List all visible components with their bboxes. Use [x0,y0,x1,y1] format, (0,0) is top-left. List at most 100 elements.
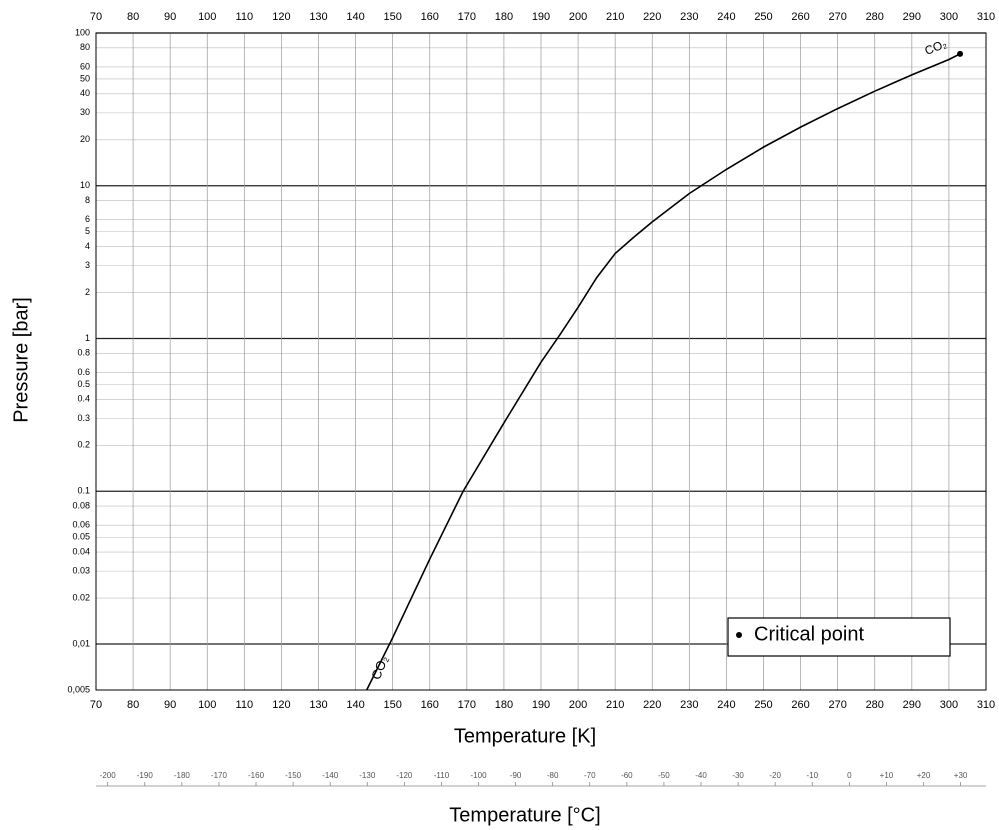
y-tick-label: 0.1 [77,486,90,496]
y-tick-label: 0.05 [72,532,90,542]
y-tick-label: 0.5 [77,379,90,389]
x2-tick-label: +30 [954,771,968,780]
x-tick-label: 80 [127,699,139,711]
x2-tick-label: -170 [211,771,228,780]
curve [365,53,961,691]
y-tick-label: 2 [85,287,90,297]
x-tick-label: 260 [791,699,809,711]
x-tick-label: 150 [383,699,401,711]
y-axis-title: Pressure [bar] [10,297,32,423]
x-tick-label: 170 [458,11,476,23]
y-tick-label: 0,005 [67,684,90,694]
x-tick-label: 220 [643,699,661,711]
x2-tick-label: -100 [471,771,488,780]
y-tick-label: 1 [85,333,90,343]
x2-tick-label: -30 [732,771,744,780]
x2-tick-label: -50 [658,771,670,780]
x2-tick-label: +10 [880,771,894,780]
y-tick-label: 0.6 [77,367,90,377]
y-tick-label: 0.4 [77,394,90,404]
x2-axis-title: Temperature [°C] [449,804,600,826]
x-tick-label: 240 [717,11,735,23]
x-tick-label: 230 [680,11,698,23]
legend-marker [736,632,742,638]
x-tick-label: 100 [198,11,216,23]
x-tick-label: 300 [940,11,958,23]
y-tick-label: 0,01 [72,638,90,648]
y-tick-label: 0.03 [72,566,90,576]
y-tick-label: 0.2 [77,440,90,450]
x2-tick-label: -70 [584,771,596,780]
x-tick-label: 260 [791,11,809,23]
legend-label: Critical point [754,623,864,645]
y-tick-label: 80 [80,42,90,52]
x-tick-label: 270 [828,11,846,23]
y-tick-label: 50 [80,73,90,83]
x-tick-label: 130 [309,11,327,23]
x2-tick-label: -90 [510,771,522,780]
x-tick-label: 310 [977,699,995,711]
x-tick-label: 110 [236,699,254,711]
y-tick-label: 4 [85,241,90,251]
x-tick-label: 140 [346,11,364,23]
x2-tick-label: -130 [359,771,376,780]
x-tick-label: 100 [198,699,216,711]
x-tick-label: 160 [421,699,439,711]
x-tick-label: 80 [127,11,139,23]
x2-tick-label: -60 [621,771,633,780]
y-tick-label: 6 [85,214,90,224]
y-tick-label: 40 [80,88,90,98]
x-tick-label: 150 [383,11,401,23]
x-tick-label: 180 [495,11,513,23]
x2-tick-label: -190 [137,771,154,780]
x2-tick-label: -160 [248,771,265,780]
x-tick-label: 250 [754,11,772,23]
x-tick-label: 220 [643,11,661,23]
x2-tick-label: -200 [100,771,117,780]
x-tick-label: 180 [495,699,513,711]
x-tick-label: 170 [458,699,476,711]
critical-point [957,50,964,57]
x2-tick-label: +20 [917,771,931,780]
x-tick-label: 160 [421,11,439,23]
y-tick-label: 3 [85,260,90,270]
x2-tick-label: -140 [322,771,339,780]
y-tick-label: 0.02 [72,592,90,602]
x-tick-label: 120 [272,11,290,23]
y-tick-label: 10 [80,180,90,190]
x-tick-label: 290 [903,699,921,711]
x2-tick-label: -180 [174,771,191,780]
x-tick-label: 270 [828,699,846,711]
y-tick-label: 100 [75,27,90,37]
x-tick-label: 310 [977,11,995,23]
x2-tick-label: -120 [396,771,413,780]
x-tick-label: 70 [90,11,102,23]
x2-tick-label: -40 [695,771,707,780]
x-tick-label: 110 [236,11,254,23]
x-tick-label: 230 [680,699,698,711]
x-tick-label: 280 [866,11,884,23]
x-tick-label: 190 [532,11,550,23]
x-tick-label: 130 [309,699,327,711]
x-tick-label: 240 [717,699,735,711]
x-tick-label: 210 [606,699,624,711]
x-axis-title: Temperature [K] [454,725,596,747]
y-tick-label: 8 [85,195,90,205]
x-tick-label: 210 [606,11,624,23]
y-tick-label: 60 [80,61,90,71]
y-tick-label: 30 [80,107,90,117]
y-tick-label: 0.3 [77,413,90,423]
x2-tick-label: -110 [434,771,450,780]
x-tick-label: 250 [754,699,772,711]
x2-tick-label: -10 [806,771,818,780]
y-tick-label: 5 [85,226,90,236]
y-tick-label: 0.06 [72,520,90,530]
x2-tick-label: -20 [769,771,781,780]
x2-tick-label: -150 [285,771,302,780]
y-tick-label: 20 [80,134,90,144]
y-tick-label: 0.04 [72,546,90,556]
x-tick-label: 120 [272,699,290,711]
y-tick-label: 0.08 [72,500,90,510]
